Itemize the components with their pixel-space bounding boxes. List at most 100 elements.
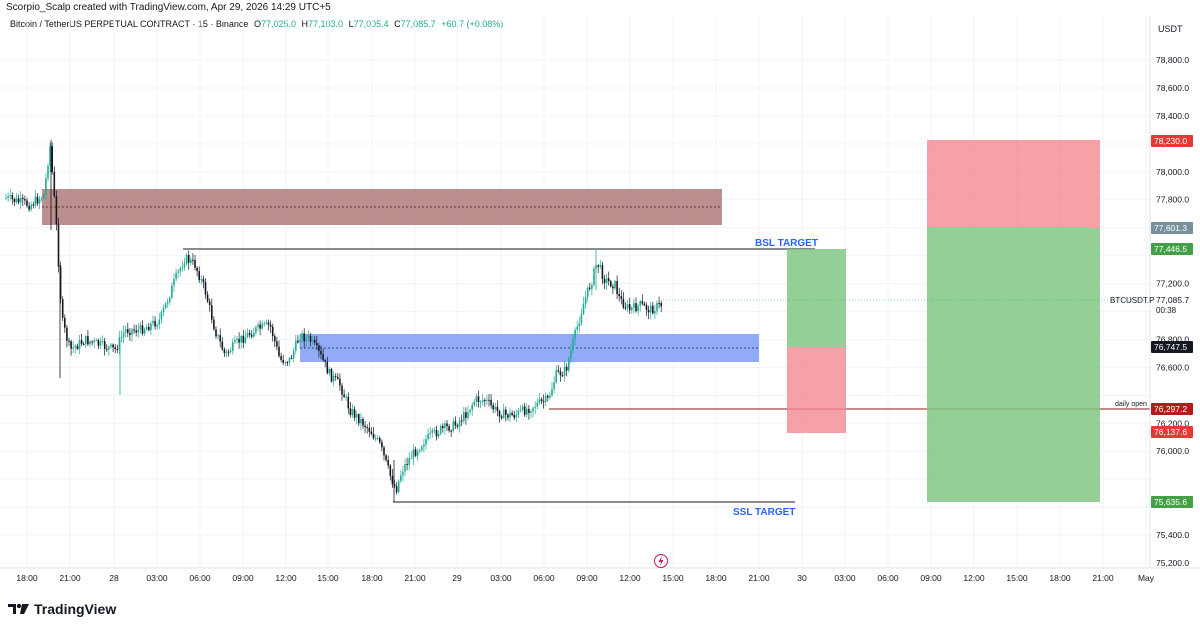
candle-body: [341, 385, 343, 395]
candle-body: [217, 335, 219, 337]
candle-body: [244, 337, 247, 343]
time-tick-label: 15:00: [1006, 573, 1028, 583]
candle-body: [213, 319, 215, 330]
candle-body: [345, 396, 347, 398]
candle-body: [227, 351, 230, 353]
candle-body: [223, 349, 226, 354]
candle-body: [654, 311, 656, 314]
candle-body: [505, 409, 507, 415]
candle-body: [425, 439, 427, 445]
candle-body: [410, 458, 413, 460]
price-badge-label: 76,297.2: [1154, 404, 1187, 414]
candle-body: [313, 339, 316, 343]
candle-body: [355, 414, 358, 418]
candle-body: [28, 205, 30, 210]
candle-body: [139, 325, 142, 330]
candle-body: [330, 368, 333, 382]
candle-body: [400, 475, 402, 481]
candle-body: [108, 346, 110, 350]
candle-body: [601, 264, 604, 279]
candle-body: [309, 335, 312, 342]
candle-body: [70, 341, 72, 349]
candle-body: [183, 263, 186, 268]
candle-body: [658, 302, 660, 304]
candle-body: [603, 278, 606, 283]
candle-body: [551, 388, 553, 396]
candle-body: [500, 416, 503, 419]
candle-body: [618, 294, 620, 297]
candle-body: [259, 324, 261, 329]
candle-body: [160, 312, 163, 320]
time-tick-label: 28: [109, 573, 119, 583]
symbol-name[interactable]: Bitcoin / TetherUS PERPETUAL CONTRACT · …: [10, 19, 249, 29]
candle-body: [164, 303, 167, 309]
candle-body: [597, 265, 599, 267]
candle-body: [135, 330, 137, 333]
time-tick-label: 12:00: [963, 573, 985, 583]
position-2-target: [927, 228, 1100, 502]
price-badge-label: 76,747.5: [1154, 342, 1187, 352]
candle-body: [612, 286, 614, 289]
candle-body: [460, 420, 463, 422]
daily-open-label: daily open: [1115, 401, 1147, 408]
candle-body: [498, 410, 501, 417]
time-tick-label: 29: [452, 573, 462, 583]
price-tick-label: 78,600.0: [1156, 83, 1189, 93]
candle-body: [437, 433, 440, 437]
candle-body: [103, 340, 106, 349]
candle-body: [173, 278, 175, 286]
candle-body: [391, 475, 394, 485]
time-tick-label: 18:00: [16, 573, 38, 583]
currency-label[interactable]: USDT: [1158, 24, 1183, 34]
lightning-icon[interactable]: [654, 554, 668, 568]
candle-body: [194, 260, 196, 268]
candle-body: [154, 320, 156, 327]
candle-body: [301, 333, 303, 340]
candle-body: [494, 406, 497, 410]
tradingview-logo-icon: [8, 603, 29, 614]
candle-body: [580, 314, 583, 324]
tradingview-branding[interactable]: TradingView: [8, 598, 116, 620]
candle-body: [593, 268, 595, 285]
candle-body: [211, 305, 213, 320]
candle-body: [358, 414, 360, 424]
candle-body: [61, 299, 64, 318]
candle-body: [320, 350, 322, 355]
chart-author-line: Scorpio_Scalp created with TradingView.c…: [6, 2, 331, 13]
time-tick-label: 09:00: [576, 573, 598, 583]
candle-body: [190, 259, 192, 263]
symbol-legend[interactable]: Bitcoin / TetherUS PERPETUAL CONTRACT · …: [0, 16, 1160, 32]
candle-body: [364, 425, 366, 428]
candle-body: [528, 408, 530, 413]
candle-body: [448, 426, 450, 431]
candle-body: [97, 340, 100, 346]
candle-body: [51, 146, 53, 173]
candle-body: [376, 438, 379, 440]
high-value: 77,103.0: [308, 19, 344, 29]
candle-body: [349, 408, 352, 416]
candle-body: [563, 366, 566, 376]
candle-body: [614, 281, 616, 289]
candle-body: [387, 460, 389, 466]
candle-body: [133, 329, 135, 331]
candle-body: [616, 281, 618, 295]
candle-body: [208, 301, 211, 306]
candle-body: [257, 324, 259, 328]
candle-body: [120, 336, 123, 338]
candle-body: [423, 444, 425, 447]
candle-body: [234, 340, 236, 343]
candle-body: [64, 317, 66, 328]
candle-body: [660, 303, 662, 307]
candle-body: [404, 464, 406, 472]
candle-body: [127, 329, 129, 333]
candle-body: [278, 346, 280, 357]
candle-body: [95, 340, 98, 342]
time-tick-label: 12:00: [619, 573, 641, 583]
candle-body: [647, 310, 650, 313]
bsl-target-label: BSL TARGET: [755, 238, 818, 249]
candle-body: [200, 279, 203, 281]
candle-body: [280, 356, 282, 360]
candle-body: [465, 412, 467, 418]
candle-body: [248, 333, 251, 335]
